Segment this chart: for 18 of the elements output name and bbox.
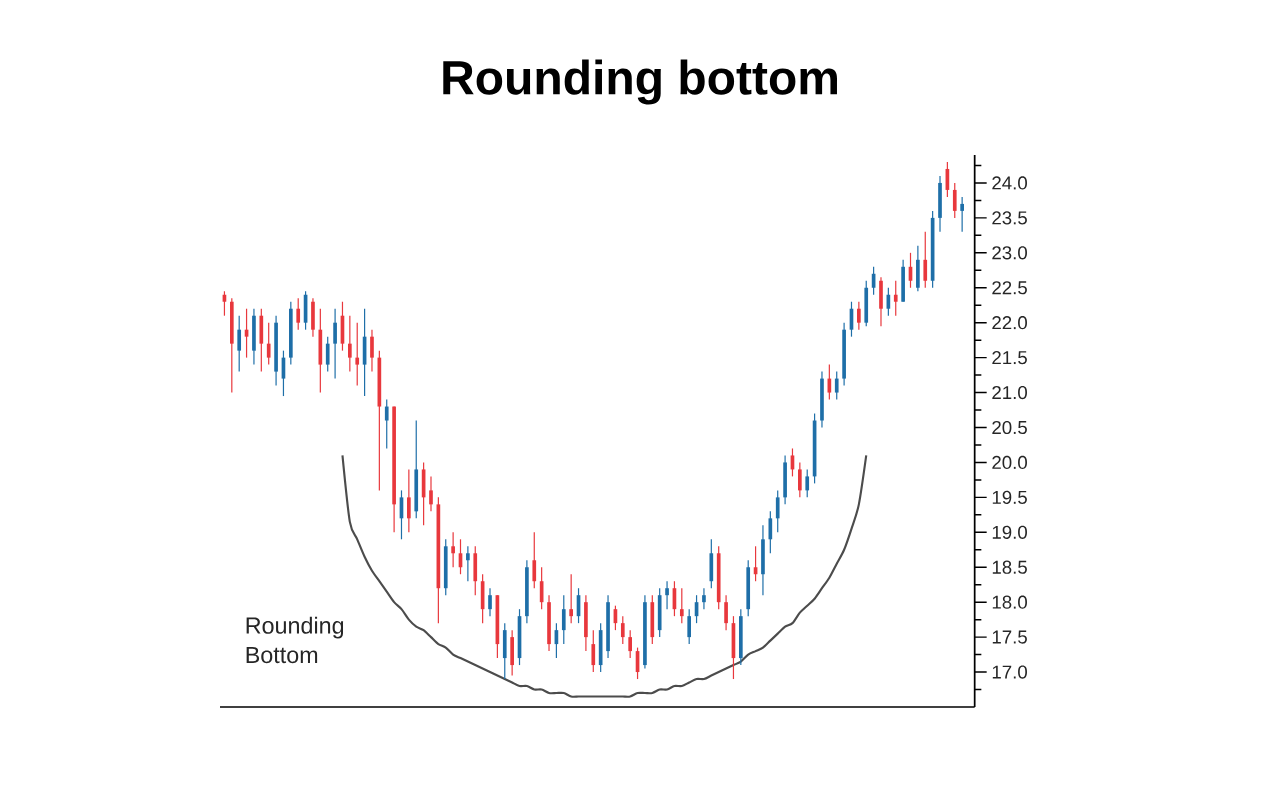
- y-tick-label: 18.0: [992, 595, 1027, 609]
- y-tick-label: 24.0: [992, 176, 1027, 190]
- annotation: Rounding Bottom: [246, 616, 344, 664]
- line-series: [341, 454, 868, 698]
- y-tick-label: 21.0: [992, 385, 1027, 400]
- y-tick-label: 18.5: [992, 560, 1027, 574]
- y-tick-label: 22.0: [992, 316, 1027, 330]
- y-tick-label: 17.0: [992, 665, 1027, 679]
- y-tick-label: 17.5: [992, 630, 1027, 644]
- y-tick-label: 22.5: [992, 281, 1027, 295]
- y-tick-label: 23.5: [992, 211, 1027, 225]
- chart-title: Rounding bottom: [443, 59, 837, 105]
- y-tick-label: 21.5: [992, 351, 1027, 365]
- y-tick-label: 23.0: [992, 246, 1027, 260]
- y-tick-label: 20.0: [992, 455, 1027, 470]
- y-tick-label: 20.5: [992, 420, 1027, 435]
- y-tick-label: 19.0: [992, 525, 1027, 539]
- y-tick-label: 19.5: [992, 490, 1027, 504]
